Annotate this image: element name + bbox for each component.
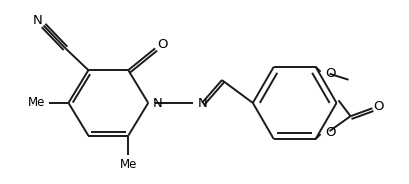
Text: O: O <box>326 125 336 139</box>
Text: Me: Me <box>28 96 45 109</box>
Text: O: O <box>326 67 336 80</box>
Text: O: O <box>157 38 167 51</box>
Text: Me: Me <box>119 158 137 171</box>
Text: N: N <box>198 97 208 110</box>
Text: N: N <box>33 14 43 27</box>
Text: N: N <box>153 97 163 110</box>
Text: O: O <box>373 100 384 113</box>
